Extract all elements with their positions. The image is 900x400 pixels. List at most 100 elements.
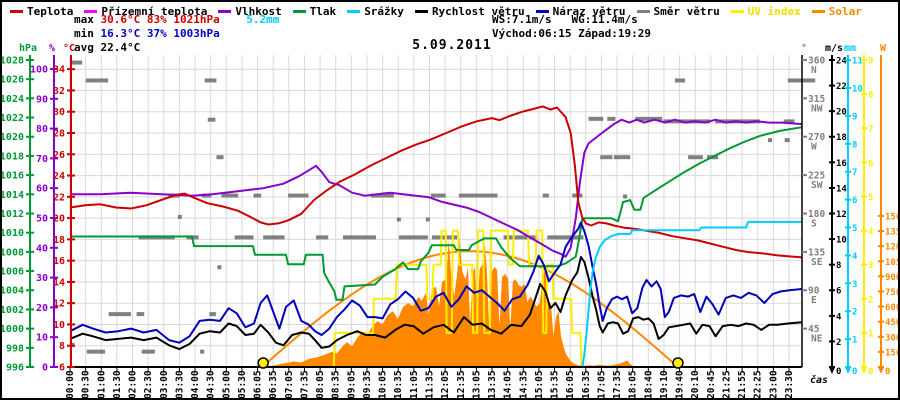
x-axis-label: 06:35 bbox=[268, 370, 279, 399]
x-axis-label: 13:35 bbox=[487, 370, 498, 399]
winddir-deg-label: 90 bbox=[808, 286, 820, 297]
temp-axis-tick-label: 32 bbox=[53, 86, 65, 97]
series-gust bbox=[69, 221, 803, 344]
wind-direction-dash bbox=[784, 138, 790, 143]
winddir-name-label: N bbox=[811, 65, 817, 76]
wind-direction-dash bbox=[767, 138, 773, 143]
wind-direction-dash bbox=[288, 193, 309, 198]
rain-axis-tick-label: 1 bbox=[852, 336, 857, 346]
x-axis-label: 00:30 bbox=[81, 370, 92, 399]
wind-direction-dash bbox=[86, 349, 106, 354]
sunrise-time: Východ:06:15 bbox=[492, 27, 572, 40]
stats-avg-row: avg 22.4°C bbox=[74, 41, 140, 54]
legend-label: Přízemní teplota bbox=[101, 5, 208, 18]
rain-axis-tick-label: 7 bbox=[852, 168, 857, 178]
humidity-axis-tick-label: 50 bbox=[36, 214, 48, 225]
windspeed-axis-header: m/s bbox=[825, 43, 843, 54]
pressure-axis-tick-label: 1026 bbox=[2, 75, 24, 86]
temp-axis-tick-label: 34 bbox=[53, 65, 65, 76]
wind-direction-dash bbox=[217, 265, 222, 270]
series-humidity bbox=[70, 118, 803, 258]
x-axis-label: 05:30 bbox=[237, 370, 248, 399]
x-axis-label: 02:30 bbox=[143, 370, 154, 399]
max-label: max bbox=[74, 13, 101, 26]
x-axis-label: 03:30 bbox=[174, 370, 185, 399]
wind-direction-dash bbox=[600, 155, 613, 160]
winddir-deg-label: 270 bbox=[808, 132, 825, 143]
legend-item-3: Tlak bbox=[292, 5, 337, 18]
wind-direction-dash bbox=[316, 235, 329, 240]
wind-direction-dash bbox=[207, 117, 216, 122]
humidity-axis-tick-label: 20 bbox=[36, 303, 48, 314]
wind-direction-dash bbox=[547, 235, 584, 240]
x-axis-label: 03:00 bbox=[159, 370, 170, 399]
humidity-axis-tick-label: 70 bbox=[36, 154, 48, 165]
wind-direction-dash bbox=[370, 193, 394, 198]
solar-axis-arrow-icon bbox=[878, 367, 884, 374]
legend-label: Vlhkost bbox=[235, 5, 282, 18]
uv-axis-tick-label: 7 bbox=[868, 125, 873, 135]
temp-axis-tick-label: 20 bbox=[53, 214, 65, 225]
solar-axis-tick-label: 750 bbox=[885, 288, 900, 298]
solar-axis-tick-label: 1350 bbox=[885, 228, 900, 238]
wind-direction-dash bbox=[204, 78, 217, 83]
x-axis-label: 15:35 bbox=[550, 370, 561, 399]
legend-label: Tlak bbox=[309, 5, 337, 18]
x-axis-label: 21:55 bbox=[737, 370, 748, 399]
solar-axis-tick-label: 1050 bbox=[885, 258, 900, 268]
windspeed-axis-tick-label: 14 bbox=[836, 184, 847, 194]
pressure-axis-tick-label: 1018 bbox=[2, 151, 24, 162]
legend-item-5: Rychlost větru bbox=[414, 5, 525, 18]
humidity-axis-header: % bbox=[49, 43, 55, 54]
rain-axis-tick-label: 6 bbox=[852, 196, 857, 206]
x-axis-label: 23:30 bbox=[784, 370, 795, 399]
legend-item-1: Přízemní teplota bbox=[84, 5, 207, 18]
legend-swatch-icon bbox=[730, 10, 744, 13]
wind-direction-dash bbox=[398, 235, 428, 240]
x-axis-label: 17:35 bbox=[612, 370, 623, 399]
legend-swatch-icon bbox=[347, 10, 361, 13]
x-axis-label: 14:05 bbox=[503, 370, 514, 399]
x-axis-label: 19:10 bbox=[659, 370, 670, 399]
uv-axis-tick-label: 6 bbox=[868, 159, 873, 169]
pressure-axis-tick-label: 996 bbox=[6, 363, 24, 374]
x-axis-label: 16:35 bbox=[581, 370, 592, 399]
legend-swatch-icon bbox=[414, 10, 428, 13]
legend-swatch-icon bbox=[218, 10, 232, 13]
stats-min-row: min 16.3°C 37% 1003hPa bbox=[74, 27, 220, 40]
temp-axis-header: °C bbox=[63, 43, 75, 54]
pressure-axis-tick-label: 1000 bbox=[2, 324, 24, 335]
max-temp: 30.6°C bbox=[100, 13, 141, 26]
legend-swatch-icon bbox=[84, 10, 98, 13]
x-axis-title: čas bbox=[810, 374, 828, 386]
x-axis-label: 10:35 bbox=[393, 370, 404, 399]
pressure-axis-header: hPa bbox=[19, 43, 37, 54]
wind-direction-dash bbox=[253, 193, 262, 198]
pressure-axis-tick-label: 1020 bbox=[2, 132, 24, 143]
wind-direction-dash bbox=[635, 116, 663, 121]
windspeed-axis-tick-label: 4 bbox=[836, 312, 842, 322]
winddir-deg-label: 360 bbox=[808, 55, 825, 66]
wind-direction-dash bbox=[542, 193, 549, 198]
x-axis-label: 06:05 bbox=[253, 370, 264, 399]
min-humidity: 37% bbox=[146, 27, 167, 40]
uv-axis-tick-label: 5 bbox=[868, 193, 873, 203]
legend-item-8: UV index bbox=[730, 5, 801, 18]
windspeed-axis-tick-label: 6 bbox=[836, 287, 841, 297]
x-axis-label: 02:00 bbox=[128, 370, 139, 399]
winddir-deg-label: 135 bbox=[808, 247, 825, 258]
solar-axis-tick-label: 900 bbox=[885, 273, 900, 283]
x-axis-label: 21:25 bbox=[722, 370, 733, 399]
series-rain bbox=[70, 220, 802, 368]
wind-direction-dash bbox=[141, 349, 155, 354]
windspeed-axis-tick-label: 24 bbox=[836, 56, 847, 66]
winddir-name-label: SW bbox=[811, 180, 823, 191]
stats-max-row: max 30.6°C 83% 1021hPa 5.2mm bbox=[74, 13, 279, 26]
x-axis-label: 12:05 bbox=[440, 370, 451, 399]
pressure-axis-tick-label: 1014 bbox=[2, 190, 24, 201]
pressure-axis-tick-label: 1006 bbox=[2, 267, 24, 278]
chart-title-date: 5.09.2011 bbox=[412, 38, 492, 53]
avg-label: avg bbox=[74, 41, 101, 54]
winddir-name-label: W bbox=[811, 142, 817, 153]
